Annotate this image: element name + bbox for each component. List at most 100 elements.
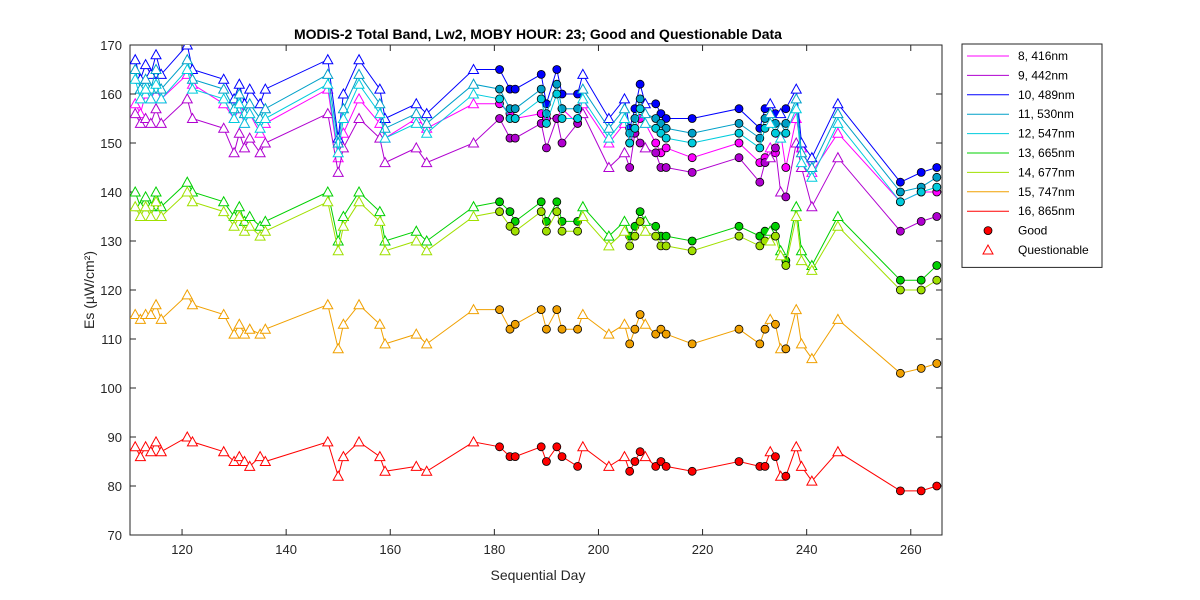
questionable-point xyxy=(144,117,157,128)
good-point xyxy=(495,65,504,74)
good-point xyxy=(916,167,926,177)
y-tick-label: 130 xyxy=(100,234,122,249)
questionable-point xyxy=(217,122,230,133)
good-point xyxy=(573,226,583,236)
good-point xyxy=(687,114,697,123)
good-point xyxy=(895,226,905,236)
good-point xyxy=(755,143,765,153)
legend-entry: Good xyxy=(1018,224,1047,238)
questionable-point xyxy=(150,48,162,60)
good-point xyxy=(916,285,926,295)
good-point xyxy=(495,84,504,94)
questionable-point xyxy=(639,117,652,128)
questionable-point xyxy=(618,450,631,462)
y-tick-label: 140 xyxy=(100,185,122,200)
good-point xyxy=(661,241,671,251)
questionable-point xyxy=(603,161,615,172)
questionable-point xyxy=(603,239,615,251)
questionable-point xyxy=(321,435,334,447)
questionable-point xyxy=(373,318,386,329)
good-point xyxy=(781,344,791,354)
questionable-point xyxy=(420,156,433,168)
good-point xyxy=(916,363,926,373)
questionable-point xyxy=(217,308,230,319)
questionable-point xyxy=(217,205,230,217)
questionable-point xyxy=(353,92,365,104)
questionable-point xyxy=(254,97,266,109)
questionable-point xyxy=(764,117,777,128)
good-point xyxy=(755,177,765,187)
good-point xyxy=(542,457,551,466)
good-point xyxy=(630,231,640,241)
good-point xyxy=(536,207,546,217)
good-point xyxy=(734,231,744,241)
y-tick-label: 120 xyxy=(100,283,122,298)
questionable-point xyxy=(321,298,334,310)
questionable-point xyxy=(576,92,589,104)
good-point xyxy=(536,442,546,452)
legend-entry: 8, 416nm xyxy=(1018,49,1068,63)
good-point xyxy=(536,197,546,207)
questionable-point xyxy=(186,298,199,310)
questionable-point xyxy=(806,475,818,486)
questionable-point xyxy=(467,87,480,99)
questionable-point xyxy=(139,58,152,70)
good-point xyxy=(495,442,504,452)
questionable-point xyxy=(130,185,142,197)
questionable-point xyxy=(181,185,194,197)
questionable-point xyxy=(337,220,350,231)
y-tick-label: 110 xyxy=(101,332,122,347)
good-point xyxy=(895,197,905,207)
good-point xyxy=(573,461,583,471)
questionable-point xyxy=(603,328,615,339)
good-point xyxy=(895,486,905,496)
questionable-point xyxy=(144,445,157,457)
questionable-point xyxy=(332,342,345,354)
questionable-point xyxy=(795,254,808,266)
questionable-point xyxy=(337,87,350,99)
legend-entry: 15, 747nm xyxy=(1018,185,1075,199)
questionable-point xyxy=(150,102,162,114)
good-point xyxy=(687,167,697,177)
questionable-point xyxy=(337,318,350,329)
questionable-point xyxy=(181,92,194,104)
questionable-point xyxy=(467,136,480,148)
questionable-point xyxy=(228,112,240,123)
good-point xyxy=(651,231,661,241)
good-point xyxy=(661,231,671,241)
good-point xyxy=(625,138,635,148)
good-point xyxy=(552,197,562,207)
good-point xyxy=(495,305,504,315)
questionable-point xyxy=(790,102,803,114)
questionable-point xyxy=(259,225,272,236)
y-tick-label: 80 xyxy=(108,479,122,494)
x-tick-label: 120 xyxy=(171,542,193,557)
questionable-point xyxy=(806,200,818,212)
good-point xyxy=(734,119,744,128)
questionable-point xyxy=(233,450,246,462)
questionable-point xyxy=(228,220,240,231)
questionable-point xyxy=(576,68,589,79)
questionable-point xyxy=(764,151,777,163)
good-point xyxy=(771,231,780,241)
questionable-point xyxy=(790,210,803,221)
good-point xyxy=(734,153,744,163)
questionable-point xyxy=(806,352,818,364)
questionable-point xyxy=(150,63,162,74)
questionable-point xyxy=(379,337,391,349)
x-axis-label: Sequential Day xyxy=(491,567,586,583)
questionable-point xyxy=(467,97,480,109)
questionable-point xyxy=(603,460,615,471)
legend-good-marker xyxy=(983,226,993,236)
questionable-point xyxy=(790,440,803,452)
good-point xyxy=(536,84,546,94)
questionable-point xyxy=(259,323,272,334)
good-point xyxy=(687,339,697,349)
questionable-point xyxy=(321,78,334,89)
y-tick-label: 160 xyxy=(100,87,122,102)
questionable-point xyxy=(186,83,199,94)
questionable-point xyxy=(144,308,157,319)
legend-entry: 10, 489nm xyxy=(1018,88,1075,102)
x-tick-label: 260 xyxy=(900,542,922,557)
good-point xyxy=(734,104,744,114)
